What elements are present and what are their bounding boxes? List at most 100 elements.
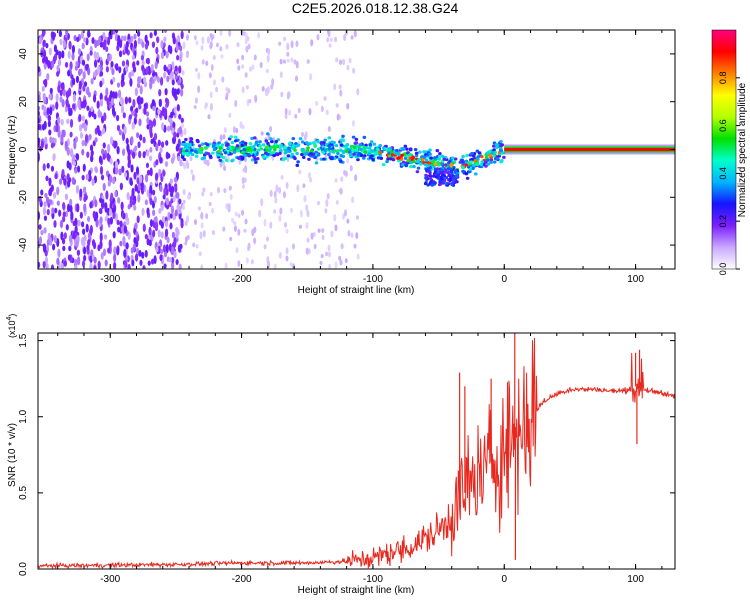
sparse-noise-cell — [189, 156, 193, 162]
noise-cell — [169, 213, 173, 219]
noise-cell — [82, 163, 86, 172]
sparse-noise-cell — [243, 156, 247, 163]
signal-cell — [440, 154, 445, 158]
noise-cell — [51, 207, 55, 214]
sparse-noise-cell — [234, 99, 238, 108]
sparse-noise-cell — [181, 122, 185, 129]
noise-cell — [93, 256, 97, 264]
signal-cell — [265, 148, 269, 152]
sparse-noise-cell — [285, 255, 289, 262]
snr-series-line — [38, 337, 675, 569]
noise-cell — [43, 201, 47, 208]
signal-cell — [499, 160, 503, 164]
signal-cell — [311, 141, 316, 145]
snr-y-multiplier: (x104) — [6, 314, 17, 338]
noise-cell — [173, 176, 178, 183]
noise-cell — [62, 215, 66, 223]
sparse-noise-cell — [321, 228, 325, 234]
noise-cell — [61, 129, 65, 138]
noise-cell — [87, 215, 91, 222]
signal-cell — [453, 157, 458, 161]
noise-cell — [132, 199, 136, 206]
noise-cell — [81, 59, 86, 66]
snr-multiplier-base: (x10 — [7, 320, 17, 338]
sparse-noise-cell — [306, 210, 310, 218]
signal-cell — [362, 145, 367, 150]
signal-cell — [352, 152, 356, 156]
signal-cell — [378, 144, 383, 148]
snr-y-tick-label: 1.0 — [18, 409, 29, 423]
noise-cell — [123, 125, 127, 135]
noise-cell — [155, 246, 159, 253]
signal-cell — [273, 147, 277, 152]
noise-cell — [163, 111, 167, 117]
signal-cell — [233, 135, 238, 139]
signal-cell — [323, 138, 327, 142]
noise-cell — [92, 210, 96, 219]
noise-cell — [136, 82, 141, 89]
noise-cell — [49, 87, 53, 94]
noise-cell — [159, 76, 164, 86]
signal-cell — [416, 166, 421, 170]
noise-cell — [127, 158, 131, 167]
noise-cell — [41, 85, 45, 92]
sparse-noise-cell — [339, 259, 343, 266]
signal-tail-cell — [438, 180, 442, 184]
noise-cell — [38, 224, 42, 230]
noise-cell — [135, 231, 139, 237]
noise-cell — [163, 30, 168, 34]
signal-cell — [412, 164, 416, 169]
sparse-noise-cell — [231, 217, 235, 223]
sparse-noise-cell — [336, 113, 340, 121]
signal-cell — [447, 161, 451, 165]
sparse-noise-cell — [208, 201, 212, 207]
noise-cell — [101, 148, 105, 155]
signal-cell — [408, 152, 412, 157]
noise-cell — [171, 246, 175, 256]
noise-cell — [137, 182, 142, 192]
noise-cell — [122, 212, 126, 220]
sparse-noise-cell — [195, 243, 199, 249]
signal-cell — [319, 141, 324, 145]
sparse-noise-cell — [229, 236, 233, 242]
noise-cell — [171, 231, 176, 239]
noise-cell — [49, 106, 53, 116]
noise-cell — [174, 185, 178, 193]
noise-cell — [122, 240, 126, 247]
sparse-noise-cell — [269, 221, 273, 229]
signal-cell — [418, 150, 422, 154]
spectrogram-y-tick-label: 0 — [18, 146, 29, 152]
noise-cell — [164, 97, 169, 104]
snr-x-ticks: -300 -200 -100 0 100 — [57, 333, 663, 585]
noise-cell — [50, 60, 55, 69]
noise-cell — [83, 254, 87, 262]
sparse-noise-cell — [197, 72, 201, 80]
signal-cell — [367, 152, 371, 156]
sparse-noise-cell — [356, 253, 360, 260]
noise-cell — [102, 42, 106, 51]
noise-cell — [105, 66, 110, 73]
sparse-noise-cell — [317, 201, 321, 206]
sparse-noise-cell — [352, 119, 356, 127]
noise-cell — [121, 165, 125, 173]
noise-cell — [54, 173, 58, 180]
signal-cell — [243, 141, 248, 145]
sparse-noise-cell — [340, 176, 344, 182]
noise-cell — [111, 207, 115, 214]
signal-cell — [319, 157, 324, 161]
colorbar-tick-label: 0.6 — [718, 119, 728, 132]
signal-cell — [399, 157, 404, 161]
noise-cell — [163, 71, 167, 79]
sparse-noise-cell — [183, 127, 187, 136]
noise-cell — [130, 136, 134, 145]
noise-cell — [104, 259, 108, 267]
noise-cell — [45, 175, 49, 182]
noise-cell — [93, 265, 97, 269]
noise-cell — [63, 260, 67, 267]
noise-cell — [49, 237, 53, 246]
sparse-noise-cell — [334, 224, 338, 232]
signal-cell — [486, 158, 490, 162]
sparse-noise-cell — [200, 44, 204, 51]
noise-cell — [99, 165, 104, 175]
noise-cell — [86, 151, 90, 158]
